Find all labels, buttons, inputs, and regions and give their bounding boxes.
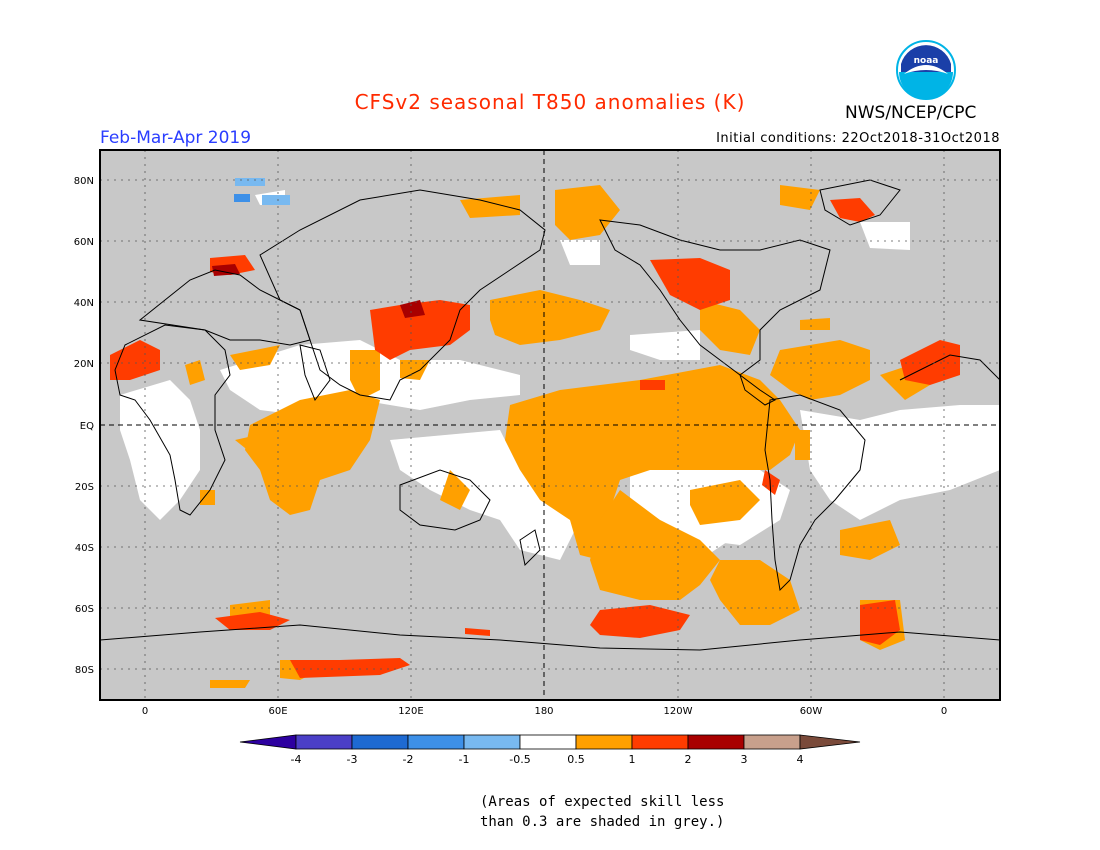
equator-dateline: [100, 150, 1000, 700]
forecast-period: Feb-Mar-Apr 2019: [100, 128, 252, 148]
lat-label: 40S: [75, 543, 94, 554]
colorbar-swatch: [687, 734, 745, 750]
colorbar-swatch: [463, 734, 521, 750]
colorbar-tick: 2: [685, 753, 692, 766]
agency-label: NWS/NCEP/CPC: [845, 103, 977, 123]
noaa-logo: noaa: [896, 40, 956, 100]
lat-label: 80N: [74, 176, 94, 187]
coastlines: [99, 179, 1001, 651]
colorbar-tick: -2: [403, 753, 414, 766]
colorbar-tick: -4: [291, 753, 302, 766]
colorbar-swatch: [407, 734, 465, 750]
lon-label: 120E: [398, 706, 423, 717]
colorbar-tick: 1: [629, 753, 636, 766]
lon-label: 60W: [800, 706, 823, 717]
colorbar: [239, 734, 861, 750]
lat-label: 60N: [74, 237, 94, 248]
lat-label: 80S: [75, 665, 94, 676]
skill-note-line: than 0.3 are shaded in grey.): [480, 814, 725, 830]
lat-label: 40N: [74, 298, 94, 309]
longitude-labels: 0 60E 120E 180 120W 60W 0: [142, 706, 947, 717]
colorbar-tick: 0.5: [567, 753, 585, 766]
colorbar-swatch: [519, 734, 577, 750]
map-frame: [99, 149, 1001, 701]
skill-note-line: (Areas of expected skill less: [480, 794, 725, 810]
skill-note: (Areas of expected skill less than 0.3 a…: [480, 792, 724, 832]
anomaly-map: 80N 60N 40N 20N EQ 20S 40S 60S 80S 0 60E…: [74, 149, 1001, 766]
colorbar-swatch: [575, 734, 633, 750]
colorbar-tick: 3: [741, 753, 748, 766]
colorbar-swatch: [631, 734, 689, 750]
latitude-labels: 80N 60N 40N 20N EQ 20S 40S 60S 80S: [74, 176, 94, 676]
chart-title: CFSv2 seasonal T850 anomalies (K): [354, 90, 746, 114]
colorbar-tick: -3: [347, 753, 358, 766]
lon-label: 120W: [664, 706, 693, 717]
colorbar-swatch: [351, 734, 409, 750]
logo-text: noaa: [914, 56, 939, 66]
colorbar-tick: -1: [459, 753, 470, 766]
colorbar-min-arrow: [239, 734, 297, 750]
colorbar-max-arrow: [799, 734, 861, 750]
colorbar-swatch: [743, 734, 801, 750]
colorbar-tick: -0.5: [509, 753, 530, 766]
colorbar-swatch: [295, 734, 353, 750]
warm-anomaly-regions-strong: [110, 198, 960, 678]
lat-label: EQ: [80, 421, 94, 432]
lat-label: 60S: [75, 604, 94, 615]
lon-label: 180: [534, 706, 553, 717]
lon-label: 60E: [268, 706, 287, 717]
warm-anomaly-regions-extreme: [212, 264, 425, 318]
cool-anomaly-regions: [234, 178, 290, 205]
lat-label: 20N: [74, 359, 94, 370]
colorbar-tick: 4: [797, 753, 804, 766]
lon-label: 0: [941, 706, 947, 717]
colorbar-labels: -4 -3 -2 -1 -0.5 0.5 1 2 3 4: [291, 753, 804, 766]
lat-label: 20S: [75, 482, 94, 493]
lon-label: 0: [142, 706, 148, 717]
initial-conditions: Initial conditions: 22Oct2018-31Oct2018: [716, 131, 1000, 146]
